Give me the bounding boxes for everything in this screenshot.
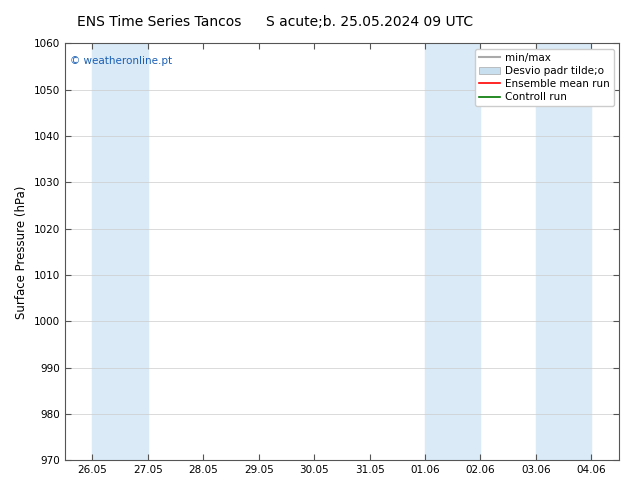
- Bar: [536, 44, 592, 460]
- Y-axis label: Surface Pressure (hPa): Surface Pressure (hPa): [15, 185, 28, 318]
- Bar: [93, 44, 148, 460]
- Bar: [425, 44, 481, 460]
- Legend: min/max, Desvio padr tilde;o, Ensemble mean run, Controll run: min/max, Desvio padr tilde;o, Ensemble m…: [475, 49, 614, 106]
- Text: ENS Time Series Tancos: ENS Time Series Tancos: [77, 15, 241, 29]
- Text: © weatheronline.pt: © weatheronline.pt: [70, 56, 172, 66]
- Text: S acute;b. 25.05.2024 09 UTC: S acute;b. 25.05.2024 09 UTC: [266, 15, 474, 29]
